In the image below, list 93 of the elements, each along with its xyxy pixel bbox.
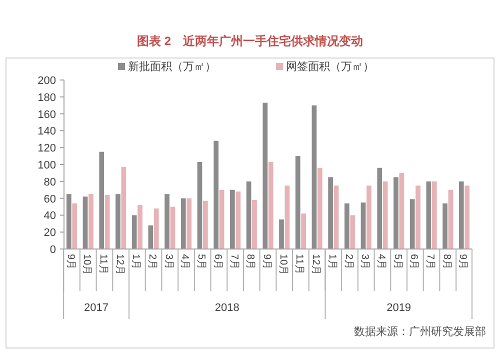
bar <box>180 198 186 249</box>
x-tick-label: 6月 <box>408 254 420 270</box>
x-tick-label: 11月 <box>294 254 305 274</box>
bar <box>382 181 388 249</box>
x-tick-label: 8月 <box>440 254 452 270</box>
x-tick-label: 2月 <box>342 254 354 270</box>
bar <box>246 181 252 249</box>
y-tick-label: 60 <box>44 193 56 206</box>
x-tick-label: 9月 <box>64 254 76 270</box>
x-tick-label: 9月 <box>457 254 468 270</box>
bar <box>104 194 110 249</box>
bar <box>464 186 470 249</box>
y-tick-label: 120 <box>38 142 56 155</box>
bar <box>442 203 448 249</box>
bar <box>301 214 306 249</box>
legend-label: 网签面积（万㎡） <box>286 61 374 73</box>
bar <box>121 167 126 249</box>
x-tick-label: 12月 <box>310 254 322 276</box>
y-tick-label: 80 <box>44 176 56 188</box>
x-tick-label: 8月 <box>244 254 256 270</box>
source-note: 数据来源：广州研究发展部 <box>354 325 486 338</box>
x-tick-label: 1月 <box>326 254 338 270</box>
x-tick-label: 3月 <box>359 254 370 270</box>
bar <box>230 190 235 249</box>
bar <box>317 168 322 249</box>
y-tick-label: 100 <box>38 160 56 172</box>
bar <box>66 194 72 249</box>
bar <box>284 186 290 249</box>
bar <box>312 105 317 249</box>
bar <box>203 200 208 249</box>
bar <box>394 177 398 249</box>
bar <box>366 186 372 249</box>
bar <box>416 186 420 249</box>
bar <box>448 190 454 249</box>
y-tick-label: 160 <box>38 108 56 121</box>
bar <box>138 205 142 249</box>
x-tick-label: 11月 <box>97 254 108 274</box>
chart-title: 图表 2 近两年广州一手住宅供求情况变动 <box>136 34 364 48</box>
bar <box>295 156 300 249</box>
x-tick-label: 7月 <box>228 254 240 270</box>
bar <box>252 200 257 249</box>
bar <box>344 203 350 249</box>
y-tick-label: 20 <box>44 227 56 240</box>
bar <box>99 152 104 249</box>
bar <box>458 181 464 249</box>
text: 2017 <box>84 302 109 314</box>
text: 2019 <box>386 302 412 314</box>
legend-label: 新批面积（万㎡） <box>128 60 216 73</box>
bar <box>350 215 356 249</box>
bar <box>154 208 159 249</box>
bar <box>236 192 241 249</box>
bar <box>132 215 137 249</box>
bar <box>148 225 154 249</box>
x-tick-label: 4月 <box>179 254 190 270</box>
bar <box>334 186 339 249</box>
x-tick-label: 7月 <box>424 254 436 270</box>
x-tick-label: 4月 <box>375 254 386 270</box>
bar <box>197 162 202 249</box>
x-tick-label: 12月 <box>114 254 125 276</box>
bar <box>410 199 415 249</box>
y-tick-label: 200 <box>38 75 56 87</box>
bar <box>426 181 432 249</box>
bar <box>399 172 404 249</box>
x-tick-label: 10月 <box>277 254 288 276</box>
x-tick-label: 1月 <box>130 254 142 270</box>
bar <box>116 194 120 249</box>
x-tick-label: 2月 <box>146 254 158 270</box>
bar <box>72 203 78 249</box>
bar <box>82 196 88 249</box>
bar <box>328 177 333 249</box>
bar <box>219 190 224 249</box>
bar <box>170 206 176 249</box>
bar <box>186 198 192 249</box>
bar <box>432 181 437 249</box>
x-tick-label: 5月 <box>392 254 403 270</box>
bar <box>164 194 170 249</box>
x-tick-label: 9月 <box>261 254 272 270</box>
y-tick-label: 40 <box>44 210 56 222</box>
text: 2018 <box>214 302 240 314</box>
bar <box>360 202 366 249</box>
y-tick-label: 0 <box>50 244 56 256</box>
x-tick-label: 10月 <box>81 254 92 276</box>
bar <box>262 102 268 249</box>
bar <box>377 168 382 249</box>
bar <box>214 140 219 249</box>
y-tick-label: 140 <box>38 126 56 138</box>
y-tick-label: 180 <box>38 92 56 104</box>
x-tick-label: 3月 <box>162 254 174 270</box>
x-tick-label: 6月 <box>212 254 223 270</box>
bar <box>279 219 284 249</box>
bar <box>268 162 274 249</box>
x-tick-label: 5月 <box>196 254 207 270</box>
bar <box>88 194 94 249</box>
